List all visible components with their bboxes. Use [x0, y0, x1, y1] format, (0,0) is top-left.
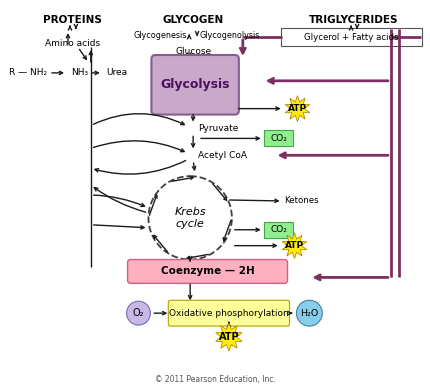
Text: Glycerol + Fatty acids: Glycerol + Fatty acids: [304, 33, 398, 42]
Text: Urea: Urea: [107, 68, 128, 77]
Text: Oxidative phosphorylation: Oxidative phosphorylation: [169, 309, 289, 318]
Text: Glycogenesis: Glycogenesis: [134, 31, 187, 40]
Text: Pyruvate: Pyruvate: [198, 124, 239, 133]
FancyBboxPatch shape: [264, 222, 294, 238]
Text: TRIGLYCERIDES: TRIGLYCERIDES: [309, 15, 399, 25]
Text: Glucose: Glucose: [175, 47, 211, 56]
FancyBboxPatch shape: [128, 260, 288, 283]
Text: Amino acids: Amino acids: [45, 39, 101, 48]
Text: PROTEINS: PROTEINS: [43, 15, 102, 25]
Circle shape: [296, 300, 322, 326]
Circle shape: [126, 301, 150, 325]
Text: Krebs
cycle: Krebs cycle: [174, 207, 206, 229]
Text: Ketones: Ketones: [285, 196, 319, 205]
Text: Glycogenolysis: Glycogenolysis: [199, 31, 259, 40]
Text: O₂: O₂: [133, 308, 144, 318]
Text: NH₃: NH₃: [71, 68, 88, 77]
Text: ATP: ATP: [288, 104, 307, 113]
Polygon shape: [282, 233, 307, 259]
Polygon shape: [285, 96, 310, 122]
FancyBboxPatch shape: [151, 55, 239, 114]
Text: Glycolysis: Glycolysis: [160, 78, 230, 91]
Circle shape: [148, 176, 232, 260]
Text: GLYCOGEN: GLYCOGEN: [163, 15, 224, 25]
Text: ATP: ATP: [285, 241, 304, 250]
Text: CO₂: CO₂: [270, 134, 287, 143]
FancyBboxPatch shape: [168, 300, 289, 326]
Text: CO₂: CO₂: [270, 225, 287, 234]
Polygon shape: [216, 323, 242, 351]
Text: R — NH₂: R — NH₂: [9, 68, 47, 77]
Text: Acetyl CoA: Acetyl CoA: [198, 151, 247, 160]
Text: Coenzyme — 2H: Coenzyme — 2H: [161, 267, 255, 276]
Text: © 2011 Pearson Education, Inc.: © 2011 Pearson Education, Inc.: [154, 375, 276, 384]
FancyBboxPatch shape: [280, 28, 422, 46]
FancyBboxPatch shape: [264, 131, 294, 146]
Text: H₂O: H₂O: [300, 309, 319, 318]
Text: ATP: ATP: [218, 332, 239, 342]
